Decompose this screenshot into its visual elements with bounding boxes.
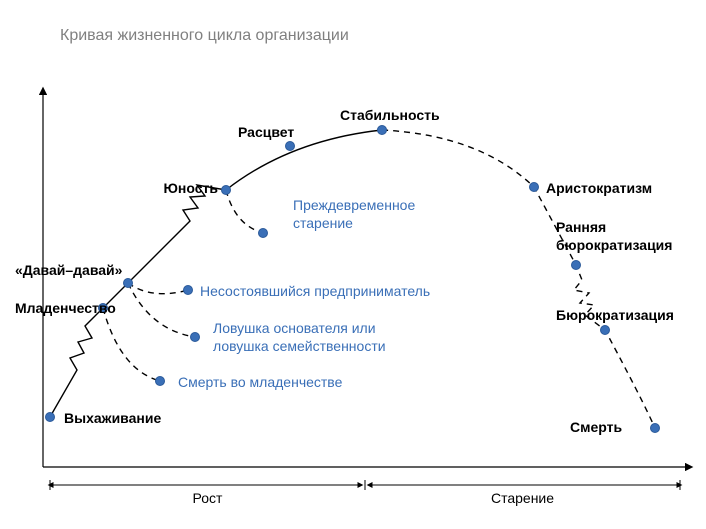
stage-point-stable: [378, 126, 387, 135]
curve-layer: [50, 130, 655, 428]
stage-label-adolescence: Юность: [163, 180, 218, 196]
stage-point-nursing: [46, 413, 55, 422]
stage-layer: Выхаживание Младенчество «Давай–давай» Юнос…: [15, 107, 674, 435]
annot-path-premature-aging: [226, 190, 263, 233]
stage-point-go-go: [124, 279, 133, 288]
annot-label-failed-entrepreneur-1: Несостоявшийся предприниматель: [200, 283, 430, 299]
annot-point-founder-trap: [191, 333, 200, 342]
stage-label-stable: Стабильность: [340, 107, 440, 123]
phase-axis-layer: Рост Старение: [50, 480, 680, 506]
stage-label-bureaucracy: Бюрократизация: [556, 307, 674, 323]
stage-point-death: [651, 424, 660, 433]
chart-title: Кривая жизненного цикла организации: [60, 27, 349, 44]
annot-path-infant-mortality: [103, 308, 160, 381]
annotation-layer: Преждевременное старение Несостоявшийся пр…: [103, 190, 430, 390]
phase-label-aging: Старение: [491, 490, 554, 506]
annot-point-infant-mortality: [156, 377, 165, 386]
stage-label-infancy: Младенчество: [15, 300, 116, 316]
stage-label-aristocracy: Аристократизм: [546, 180, 652, 196]
stage-label-early-bur-2: бюрократизация: [556, 237, 672, 253]
stage-point-adolescence: [222, 186, 231, 195]
annot-point-failed-entrepreneur: [184, 286, 193, 295]
phase-label-growth: Рост: [193, 490, 224, 506]
annot-label-infant-mortality-1: Смерть во младенчестве: [178, 374, 343, 390]
stage-point-bureaucracy: [601, 326, 610, 335]
aging-curve: [382, 130, 655, 428]
stage-point-aristocracy: [530, 183, 539, 192]
annot-label-founder-trap-2: ловушка семейственности: [213, 338, 386, 354]
chart-svg: Кривая жизненного цикла организации Преж…: [0, 0, 706, 529]
annot-label-premature-aging-2: старение: [293, 215, 353, 231]
stage-label-death: Смерть: [570, 419, 622, 435]
stage-label-nursing: Выхаживание: [64, 410, 161, 426]
annot-label-founder-trap-1: Ловушка основателя или: [213, 320, 376, 336]
stage-label-go-go: «Давай–давай»: [15, 262, 123, 278]
annot-point-premature-aging: [259, 229, 268, 238]
annot-path-failed-entrepreneur: [128, 283, 188, 294]
stage-label-prime: Расцвет: [238, 124, 294, 140]
lifecycle-chart: Кривая жизненного цикла организации Преж…: [0, 0, 706, 529]
stage-label-early-bur-1: Ранняя: [556, 219, 606, 235]
stage-point-prime: [286, 142, 295, 151]
annot-label-premature-aging-1: Преждевременное: [293, 197, 415, 213]
stage-point-early-bur: [572, 261, 581, 270]
